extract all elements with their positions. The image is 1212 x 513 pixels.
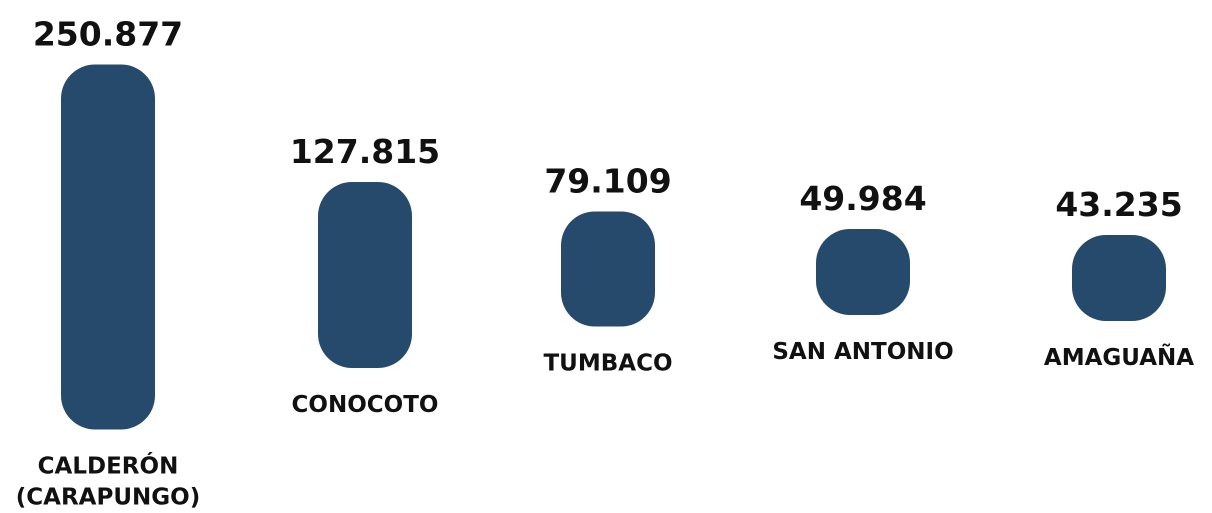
value-label-0: 250.877 (33, 15, 183, 54)
bar-1 (318, 182, 412, 368)
bar-4 (1072, 235, 1166, 321)
category-label-0-line-0: CALDERÓN (38, 452, 179, 480)
category-label-2: TUMBACO (543, 351, 672, 377)
category-label-4: AMAGUAÑA (1044, 343, 1194, 371)
category-label-0-line-1: (CARAPUNGO) (16, 485, 200, 511)
value-label-3: 49.984 (799, 179, 926, 218)
bar-2 (561, 211, 655, 327)
value-label-4: 43.235 (1055, 185, 1182, 224)
category-label-1: CONOCOTO (292, 392, 439, 418)
value-label-2: 79.109 (544, 161, 671, 200)
bar-0 (61, 64, 155, 430)
bar-3 (816, 229, 910, 315)
category-label-3: SAN ANTONIO (772, 339, 953, 365)
value-label-1: 127.815 (290, 132, 440, 171)
